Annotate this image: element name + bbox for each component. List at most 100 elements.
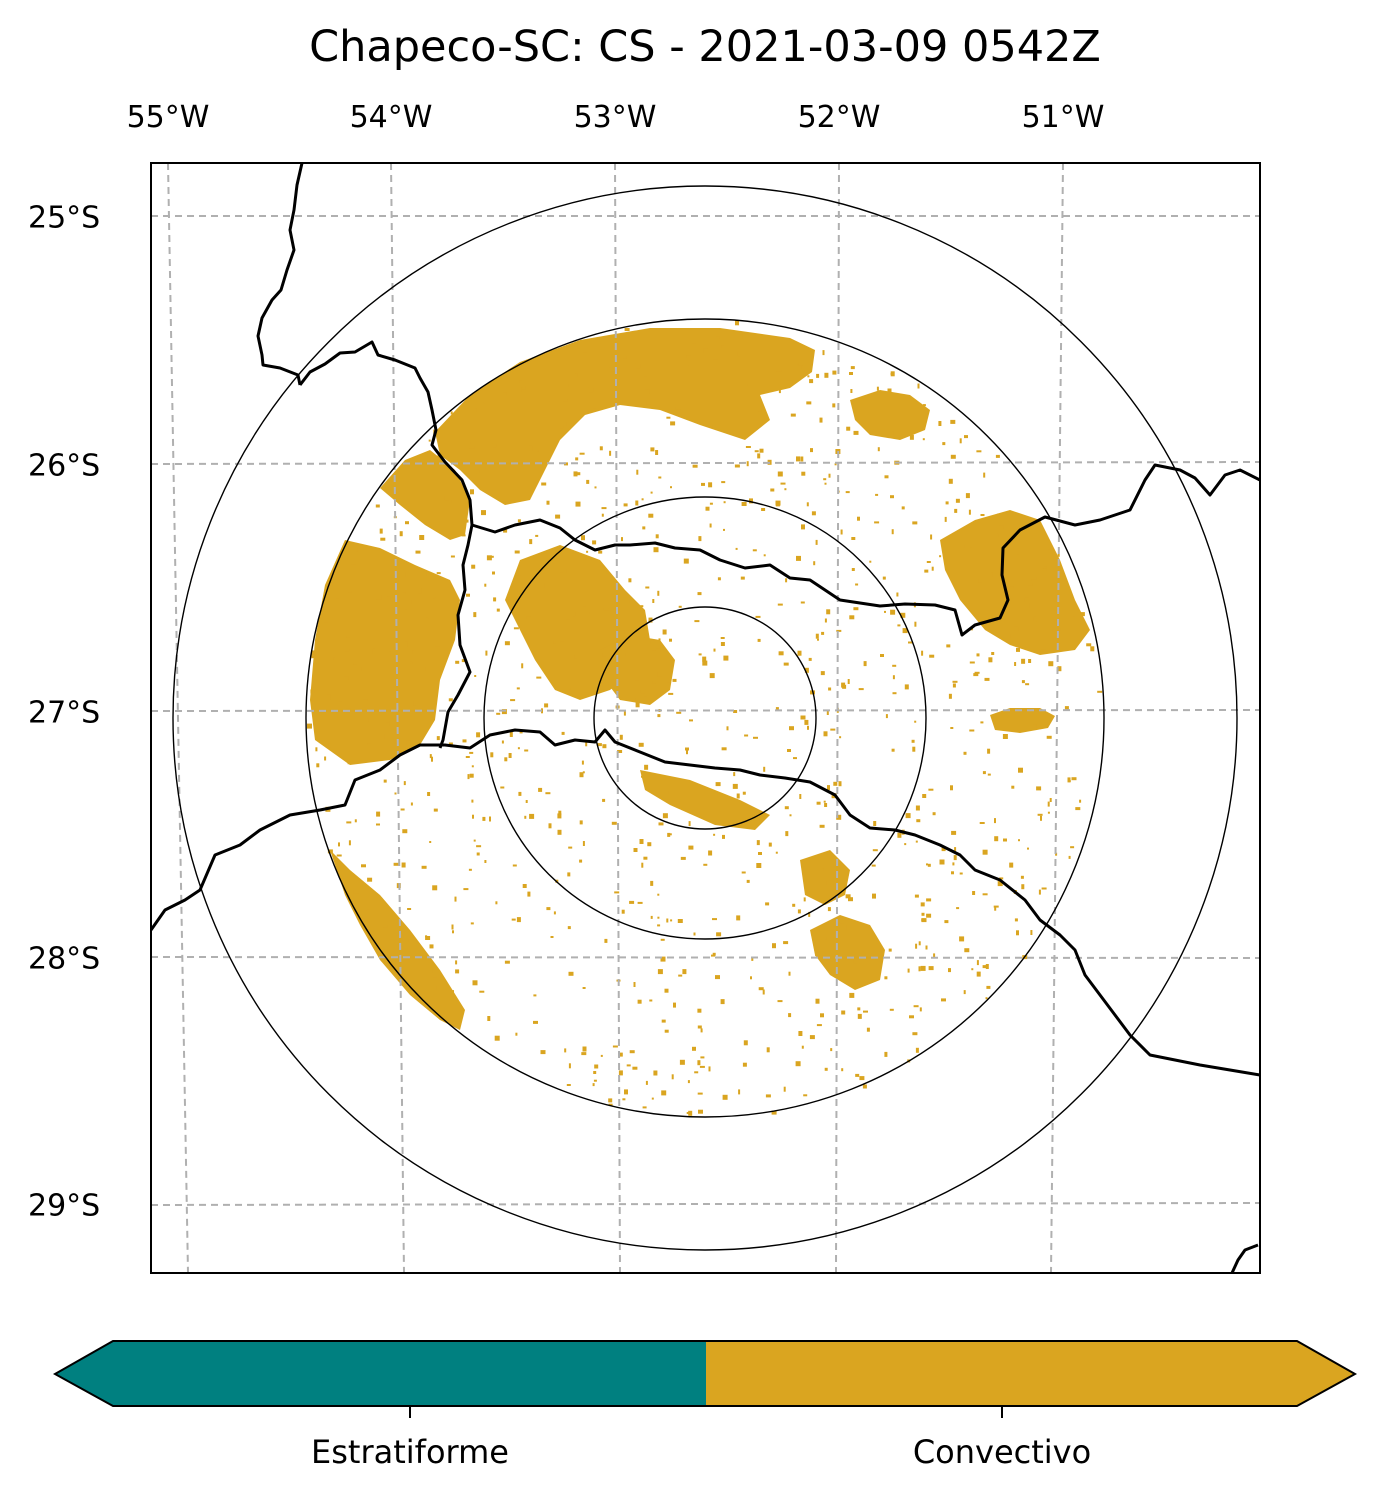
echo-pixel (678, 605, 682, 608)
echo-pixel (701, 482, 705, 486)
echo-pixel (1016, 930, 1019, 936)
echo-pixel (851, 537, 856, 540)
echo-pixel (686, 750, 688, 755)
echo-pixel (567, 872, 571, 877)
echo-pixel (516, 575, 521, 581)
echo-pixel (884, 475, 889, 479)
echo-pixel (1002, 734, 1008, 739)
echo-pixel (512, 864, 517, 867)
echo-pixel (673, 1002, 676, 1008)
echo-pixel (801, 524, 805, 530)
echo-pixel (740, 576, 745, 580)
echo-pixel (855, 583, 859, 586)
echo-pixel (926, 913, 932, 918)
echo-pixel (410, 661, 413, 664)
echo-pixel (629, 900, 635, 904)
echo-pixel (733, 772, 736, 777)
echo-pixel (650, 491, 653, 494)
echo-pixel (950, 419, 956, 424)
echo-pixel (343, 676, 349, 680)
echo-pixel (645, 1080, 648, 1085)
echo-pixel (986, 985, 991, 989)
echo-pixel (608, 1103, 613, 1106)
echo-pixel (429, 754, 432, 759)
echo-pixel (620, 630, 625, 635)
echo-pixel (733, 710, 738, 713)
lat-tick-label: 27°S (28, 695, 101, 731)
echo-pixel (915, 1047, 919, 1053)
echo-pixel (741, 502, 747, 506)
echo-pixel (800, 715, 806, 720)
echo-pixel (447, 534, 452, 537)
echo-pixel (863, 1010, 868, 1013)
echo-pixel (909, 434, 914, 440)
echo-pixel (857, 1013, 862, 1019)
echo-pixel (394, 792, 397, 795)
echo-pixel (582, 841, 585, 846)
echo-pixel (660, 956, 666, 962)
echo-pixel (823, 731, 828, 737)
echo-pixel (629, 600, 633, 603)
echo-pixel (454, 896, 457, 902)
echo-pixel (926, 898, 932, 902)
echo-pixel (667, 833, 672, 836)
echo-pixel (897, 832, 902, 838)
echo-pixel (588, 387, 594, 393)
echo-pixel (376, 594, 382, 600)
echo-pixel (1030, 580, 1033, 585)
echo-pixel (982, 771, 986, 775)
echo-pixel (846, 426, 851, 431)
echo-pixel (853, 607, 859, 611)
echo-pixel (566, 568, 572, 574)
echo-pixel (827, 907, 831, 912)
echo-pixel (374, 717, 379, 720)
echo-north-arc (435, 328, 815, 505)
echo-pixel (1030, 930, 1033, 935)
echo-pixel (657, 671, 663, 677)
echo-pixel (519, 380, 523, 384)
echo-pixel (351, 559, 356, 565)
echo-pixel (617, 750, 623, 753)
echo-pixel (635, 363, 641, 369)
echo-pixel (399, 531, 403, 537)
echo-pixel (376, 811, 381, 817)
echo-pixel (759, 448, 764, 453)
echo-pixel (723, 501, 726, 504)
echo-pixel (715, 336, 720, 339)
echo-pixel (516, 597, 522, 603)
echo-pixel (366, 909, 370, 912)
echo-pixel (408, 600, 412, 604)
echo-pixel (397, 939, 401, 944)
echo-pixel (1024, 597, 1030, 603)
echo-pixel (959, 872, 963, 875)
echo-pixel (757, 453, 761, 459)
echo-pixel (461, 534, 466, 537)
echo-pixel (969, 729, 975, 732)
echo-pixel (595, 680, 599, 682)
lon-tick-label: 52°W (797, 100, 881, 135)
echo-pixel (525, 800, 528, 803)
echo-pixel (655, 648, 661, 652)
echo-pixel (1003, 838, 1007, 842)
echo-pixel (890, 609, 896, 615)
echo-pixel (775, 851, 778, 854)
echo-pixel (657, 714, 661, 718)
echo-pixel (671, 1074, 674, 1080)
echo-pixel (945, 501, 949, 505)
echo-pixel (1040, 815, 1042, 821)
echo-pixel (703, 863, 708, 866)
echo-pixel (982, 849, 988, 855)
echo-pixel (563, 685, 567, 687)
echo-pixel (809, 1035, 815, 1040)
echo-pixel (452, 930, 454, 934)
echo-pixel (562, 399, 568, 402)
echo-pixel (715, 975, 720, 980)
echo-pixel (738, 1089, 741, 1095)
echo-pixel (624, 1089, 628, 1095)
echo-pixel (931, 566, 934, 571)
echo-pixel (401, 862, 406, 868)
echo-pixel (658, 476, 662, 479)
colorbar-outline (52, 1340, 1358, 1407)
echo-pixel (670, 919, 673, 922)
echo-pixel (897, 624, 901, 627)
